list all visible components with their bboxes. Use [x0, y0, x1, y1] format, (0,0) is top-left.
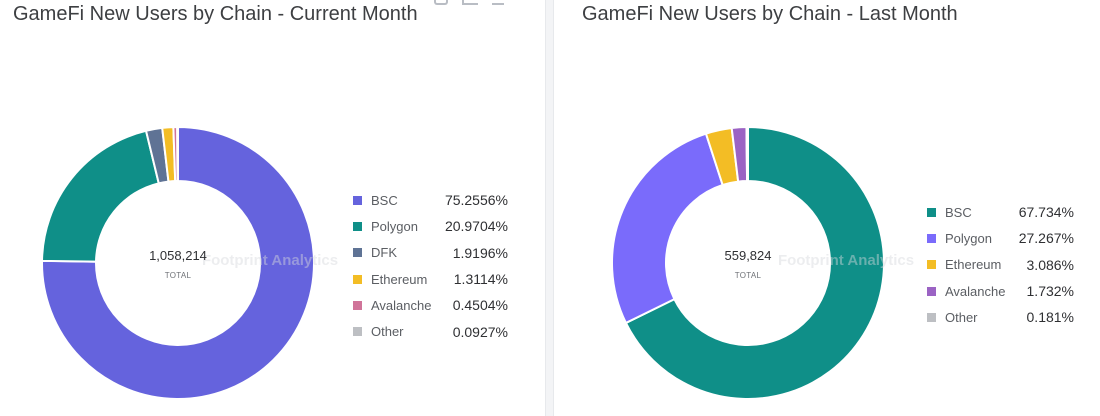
legend-value: 0.181%	[1026, 309, 1074, 326]
legend-swatch	[353, 221, 362, 231]
legend-swatch	[927, 286, 936, 296]
legend-label: DFK	[371, 245, 397, 261]
chart-toolbar	[434, 0, 504, 5]
legend-item-other[interactable]: Other 0.181%	[927, 304, 1074, 330]
chart-legend: BSC 67.734% Polygon 27.267% Ethereum 3.086% Av…	[927, 199, 1074, 330]
panel-divider	[545, 0, 554, 416]
edit-icon[interactable]	[462, 0, 478, 5]
legend-label: Ethereum	[945, 257, 1002, 273]
legend-value: 0.4504%	[452, 297, 508, 314]
legend-value: 1.732%	[1026, 283, 1074, 300]
legend-item-other[interactable]: Other 0.0927%	[353, 318, 508, 344]
legend-swatch	[353, 248, 362, 258]
legend-item-avalanche[interactable]: Avalanche 0.4504%	[353, 292, 508, 318]
legend-value: 3.086%	[1026, 256, 1074, 273]
chart-panel-last-month: GameFi New Users by Chain - Last Month F…	[554, 0, 1100, 416]
legend-value: 0.0927%	[452, 323, 508, 340]
chart-panel-current-month: GameFi New Users by Chain - Current Mont…	[0, 0, 545, 416]
legend-label: Polygon	[371, 218, 418, 234]
slice-polygon[interactable]	[611, 132, 724, 325]
legend-swatch	[927, 233, 936, 243]
legend-swatch	[927, 312, 936, 322]
slice-bsc[interactable]	[41, 125, 315, 400]
donut-slices	[611, 125, 885, 400]
chart-legend: BSC 75.2556% Polygon 20.9704% DFK 1.9196% Ethe…	[353, 187, 508, 345]
legend-label: BSC	[945, 204, 972, 220]
legend-swatch	[353, 274, 362, 284]
legend-value: 75.2556%	[444, 192, 508, 209]
legend-value: 20.9704%	[444, 218, 508, 235]
legend-item-polygon[interactable]: Polygon 27.267%	[927, 225, 1074, 251]
legend-label: BSC	[371, 192, 398, 208]
chart-title: GameFi New Users by Chain - Current Mont…	[13, 3, 418, 25]
legend-label: Avalanche	[371, 297, 432, 313]
legend-swatch	[353, 195, 362, 205]
legend-label: Polygon	[945, 230, 992, 246]
total-label: TOTAL	[735, 271, 762, 280]
donut-chart: Footprint Analytics 559,824 TOTAL	[611, 125, 914, 400]
legend-item-polygon[interactable]: Polygon 20.9704%	[353, 213, 508, 239]
slice-other[interactable]	[176, 125, 179, 183]
legend-label: Other	[371, 324, 404, 340]
legend-value: 67.734%	[1018, 204, 1074, 221]
more-icon[interactable]	[492, 0, 504, 5]
total-value: 559,824	[725, 248, 772, 263]
legend-value: 1.3114%	[453, 271, 508, 288]
legend-swatch	[927, 207, 936, 217]
chart-title: GameFi New Users by Chain - Last Month	[582, 3, 958, 25]
export-icon[interactable]	[434, 0, 448, 5]
donut-slices	[41, 125, 315, 400]
total-label: TOTAL	[165, 271, 192, 280]
legend-value: 27.267%	[1018, 230, 1074, 247]
donut-chart: Footprint Analytics 1,058,214 TOTAL	[41, 125, 338, 400]
legend-item-ethereum[interactable]: Ethereum 1.3114%	[353, 266, 508, 292]
watermark: Footprint Analytics	[778, 252, 914, 269]
legend-swatch	[353, 300, 362, 310]
legend-item-avalanche[interactable]: Avalanche 1.732%	[927, 278, 1074, 304]
slice-polygon[interactable]	[41, 129, 160, 263]
total-value: 1,058,214	[149, 248, 207, 263]
legend-label: Avalanche	[945, 283, 1006, 299]
legend-item-bsc[interactable]: BSC 75.2556%	[353, 187, 508, 213]
legend-value: 1.9196%	[452, 244, 508, 261]
slice-bsc[interactable]	[624, 125, 885, 400]
legend-item-ethereum[interactable]: Ethereum 3.086%	[927, 252, 1074, 278]
legend-item-dfk[interactable]: DFK 1.9196%	[353, 240, 508, 266]
legend-item-bsc[interactable]: BSC 67.734%	[927, 199, 1074, 225]
legend-label: Ethereum	[371, 271, 428, 287]
legend-swatch	[353, 327, 362, 337]
legend-swatch	[927, 260, 936, 270]
legend-label: Other	[945, 309, 978, 325]
watermark: Footprint Analytics	[202, 252, 338, 269]
slice-other[interactable]	[745, 125, 749, 183]
